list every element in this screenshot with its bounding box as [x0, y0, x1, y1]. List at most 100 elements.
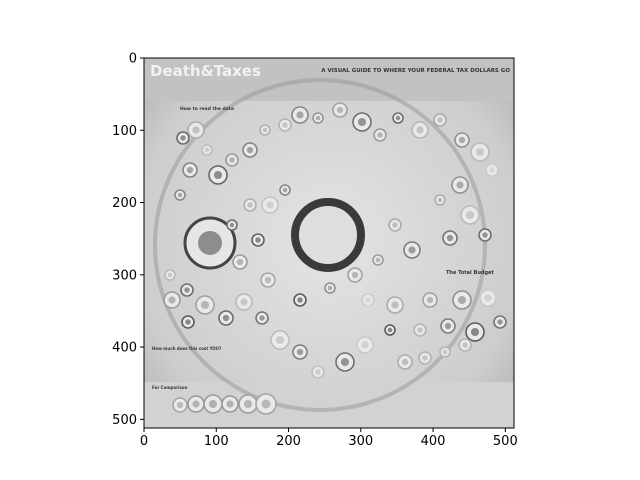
- poster-bubble-core: [185, 319, 191, 325]
- poster-bubble-core: [243, 399, 253, 409]
- poster-bubble-core: [296, 111, 304, 119]
- poster-bubble-core: [417, 327, 423, 333]
- poster-bubble-core: [357, 117, 367, 127]
- poster-bubble-core: [340, 357, 350, 367]
- poster-bubble-core: [391, 301, 399, 309]
- poster-bubble-core: [422, 355, 428, 361]
- poster-bubble-core: [229, 157, 235, 163]
- poster-bubble-core: [392, 222, 398, 228]
- poster-bubble-core: [437, 117, 443, 123]
- poster-bubble-core: [180, 135, 186, 141]
- poster-bubble-core: [475, 147, 485, 157]
- poster-bubble-core: [208, 399, 218, 409]
- section-comparison: For Comparison: [152, 385, 188, 390]
- poster-bubble-core: [327, 285, 333, 291]
- poster-title: Death&Taxes: [150, 62, 261, 80]
- poster-bubble-core: [262, 127, 268, 133]
- poster-center-ring-inner: [300, 207, 356, 263]
- x-axis: 0 100 200 300 400 500: [140, 428, 518, 449]
- poster-bubble-core: [213, 170, 223, 180]
- poster-bubble-core: [229, 222, 235, 228]
- poster-bubble-core: [416, 126, 424, 134]
- poster-bubble-core: [200, 300, 210, 310]
- poster-bubble-core: [192, 126, 200, 134]
- poster-bubble-core: [282, 187, 288, 193]
- poster-bubble-core: [375, 257, 381, 263]
- y-tick-label-500: 500: [112, 413, 137, 428]
- poster-subtitle: A VISUAL GUIDE TO WHERE YOUR FEDERAL TAX…: [321, 68, 510, 74]
- poster-bubble-core: [167, 272, 173, 278]
- poster-bubble-core: [456, 181, 464, 189]
- poster-bubble-core: [246, 146, 254, 154]
- poster-bubble-core: [361, 341, 369, 349]
- y-tick-label-0: 0: [129, 52, 137, 67]
- poster-bubble-core: [186, 166, 194, 174]
- poster-bubble-core: [282, 122, 288, 128]
- poster-bubble-core: [470, 327, 480, 337]
- poster-seal-inner: [198, 231, 222, 255]
- poster-bubble-core: [497, 319, 503, 325]
- poster-bubble-core: [442, 349, 448, 355]
- poster-bubble-core: [176, 401, 184, 409]
- poster-bubble-core: [408, 246, 416, 254]
- x-tick-label-0: 0: [140, 434, 148, 449]
- poster-bubble-core: [457, 295, 467, 305]
- x-tick-label-100: 100: [204, 434, 229, 449]
- x-tick-label-400: 400: [421, 434, 446, 449]
- poster-bubble-core: [489, 167, 495, 173]
- x-tick-label-300: 300: [348, 434, 373, 449]
- poster-bubble-core: [296, 348, 304, 356]
- poster-bubble-core: [351, 271, 359, 279]
- poster-bubble-core: [240, 298, 248, 306]
- poster-center-ring: [291, 198, 365, 272]
- poster-bubble-core: [247, 202, 253, 208]
- poster-bubble-core: [336, 106, 344, 114]
- poster-bubble-core: [387, 327, 393, 333]
- poster-bubble-core: [315, 115, 321, 121]
- poster-bubble-core: [365, 297, 371, 303]
- poster-bubble-core: [177, 192, 183, 198]
- poster-bubble-core: [261, 399, 271, 409]
- poster-bubble-core: [315, 369, 321, 375]
- poster-bubbles: [163, 102, 507, 415]
- poster-bubble-core: [226, 400, 234, 408]
- poster-bubble-core: [255, 237, 261, 243]
- y-tick-label-400: 400: [112, 341, 137, 356]
- poster-bubble-core: [395, 115, 401, 121]
- poster-bubble-core: [426, 296, 434, 304]
- poster-bubble-core: [266, 201, 274, 209]
- poster-bubble-core: [377, 132, 383, 138]
- poster-bubble-core: [204, 147, 210, 153]
- section-cost: How much does this cost YOU?: [152, 346, 222, 351]
- x-tick-label-200: 200: [276, 434, 301, 449]
- poster-bubble-core: [297, 297, 303, 303]
- y-tick-label-200: 200: [112, 196, 137, 211]
- poster-bubble-core: [222, 314, 230, 322]
- poster-bubble-core: [437, 197, 443, 203]
- poster-bubble-core: [462, 342, 468, 348]
- poster-bubble-core: [264, 276, 272, 284]
- poster-bubble-core: [444, 322, 452, 330]
- x-tick-label-500: 500: [493, 434, 518, 449]
- poster-bubble-core: [184, 287, 190, 293]
- section-how-to-read: How to read the data: [180, 106, 234, 112]
- y-tick-label-100: 100: [112, 124, 137, 139]
- poster-bubble-core: [484, 294, 492, 302]
- poster-bubble-core: [482, 232, 488, 238]
- poster-bubble-core: [168, 296, 176, 304]
- poster-bubble-core: [275, 335, 285, 345]
- section-total-budget: The Total Budget: [446, 270, 494, 276]
- poster-bubble-core: [236, 258, 244, 266]
- poster-bubble-core: [465, 210, 475, 220]
- poster-bubble-core: [259, 315, 265, 321]
- y-axis: 0 100 200 300 400 500: [112, 52, 144, 428]
- poster-bubble-core: [401, 358, 409, 366]
- plot-area: Death&Taxes A VISUAL GUIDE TO WHERE YOUR…: [144, 58, 514, 428]
- poster-money-circle: [153, 78, 487, 412]
- y-tick-label-300: 300: [112, 268, 137, 283]
- poster-bubble-core: [192, 400, 200, 408]
- poster-bubble-core: [446, 234, 454, 242]
- axes-frame: [143, 57, 515, 429]
- poster-bubble-core: [458, 136, 466, 144]
